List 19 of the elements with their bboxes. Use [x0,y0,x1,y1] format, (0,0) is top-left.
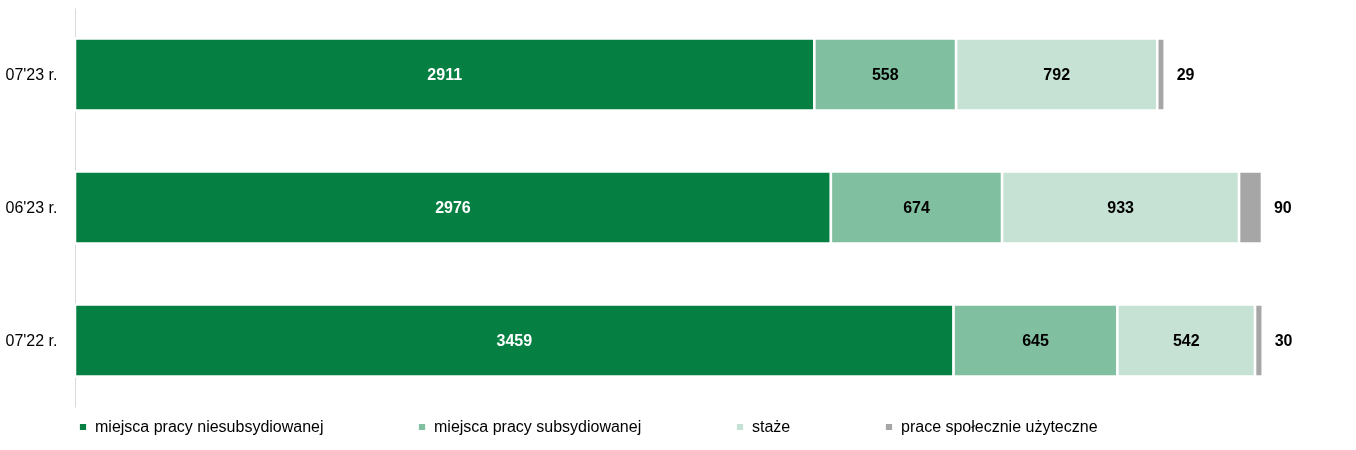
data-label: 30 [1274,331,1293,349]
data-label: 2911 [427,65,463,83]
legend-label: miejsca pracy subsydiowanej [434,418,642,435]
data-label: 90 [1273,198,1292,216]
data-label: 29 [1176,65,1195,83]
data-label: 933 [1107,198,1135,216]
data-label: 2976 [435,198,471,216]
legend-label: miejsca pracy niesubsydiowanej [95,418,324,435]
data-label: 3459 [496,331,533,349]
legend-label: staże [752,418,791,435]
data-label: 645 [1022,331,1049,349]
y-tick-label: 07'22 r. [5,331,58,349]
data-label: 542 [1172,331,1200,349]
y-tick-label: 07'23 r. [5,65,58,83]
y-tick-label: 06'23 r. [5,198,58,216]
data-label: 558 [871,65,899,83]
data-label: 674 [903,198,930,216]
legend-label: prace społecznie użyteczne [901,418,1098,435]
data-label: 792 [1043,65,1071,83]
